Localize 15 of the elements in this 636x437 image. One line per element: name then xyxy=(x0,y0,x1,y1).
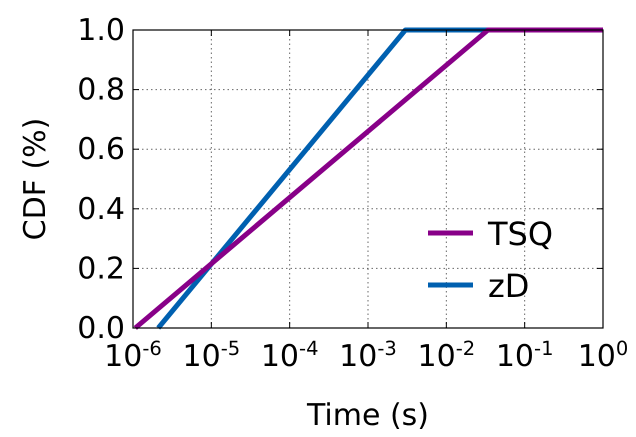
legend-label: zD xyxy=(488,267,530,305)
x-axis-title: Time (s) xyxy=(306,398,429,433)
y-tick-label: 0.2 xyxy=(77,251,125,286)
legend-label: TSQ xyxy=(487,215,554,253)
y-tick-label: 1.0 xyxy=(77,13,125,48)
x-tick-label: 10$^{-5}$ xyxy=(182,336,240,374)
y-tick-label: 0.6 xyxy=(77,132,125,168)
x-tick-label: 10$^{-3}$ xyxy=(339,336,397,374)
x-tick-label: 10$^{-2}$ xyxy=(418,336,476,374)
y-axis-title: CDF (%) xyxy=(18,118,53,240)
y-tick-label: 0.4 xyxy=(77,192,125,227)
x-tick-label: 10$^{0}$ xyxy=(578,336,628,374)
x-tick-label: 10$^{-4}$ xyxy=(260,336,318,374)
y-tick-label: 0.8 xyxy=(77,72,125,108)
x-tick-label: 10$^{-1}$ xyxy=(496,336,554,374)
